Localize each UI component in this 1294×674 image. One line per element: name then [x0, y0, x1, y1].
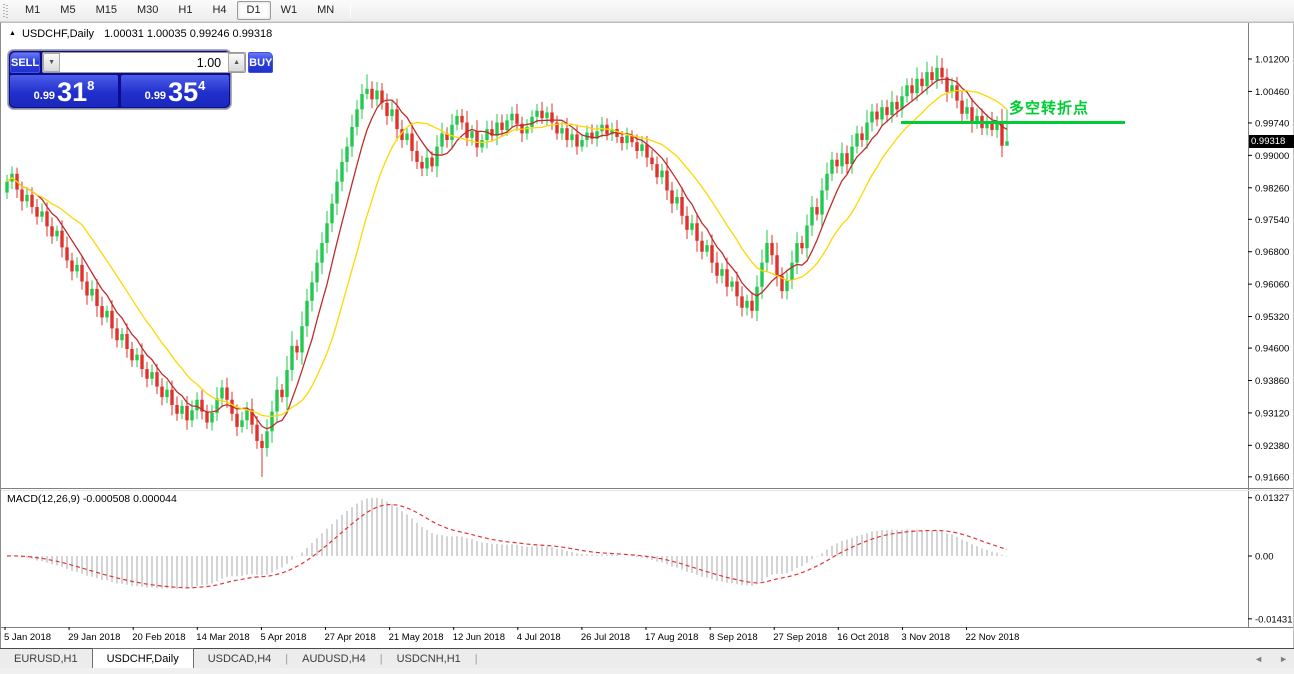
svg-text:5 Jan 2018: 5 Jan 2018 — [4, 632, 51, 643]
sell-price-big-digits: 31 — [57, 77, 88, 107]
volume-input[interactable] — [60, 53, 229, 72]
chart-tab-EURUSD-H1[interactable]: EURUSD,H1 — [14, 652, 78, 665]
macd-indicator-label: MACD(12,26,9) -0.000508 0.000044 — [7, 493, 177, 505]
svg-text:1.00460: 1.00460 — [1255, 87, 1289, 98]
trendline-annotation-text[interactable]: 多空转折点 — [1009, 100, 1090, 117]
chart-tab-USDCAD-H4[interactable]: USDCAD,H4 — [207, 652, 272, 665]
svg-text:0.99740: 0.99740 — [1255, 118, 1289, 129]
volume-decrease-button[interactable]: ▼ — [43, 53, 61, 72]
svg-text:0.96060: 0.96060 — [1255, 280, 1289, 291]
svg-text:0.99000: 0.99000 — [1255, 151, 1289, 162]
svg-text:20 Feb 2018: 20 Feb 2018 — [132, 632, 185, 643]
svg-text:0.95320: 0.95320 — [1255, 312, 1289, 323]
chart-tab-USDCHF-Daily[interactable]: USDCHF,Daily — [91, 648, 194, 668]
chart-tab-AUDUSD-H4[interactable]: AUDUSD,H4 — [302, 652, 366, 665]
svg-text:0.01327: 0.01327 — [1255, 493, 1289, 504]
chart-ohlc-values: 1.00031 1.00035 0.99246 0.99318 — [104, 28, 273, 40]
timeframe-button-MN[interactable]: MN — [317, 4, 335, 16]
svg-text:0.92380: 0.92380 — [1255, 441, 1289, 452]
svg-text:21 May 2018: 21 May 2018 — [389, 632, 444, 643]
toolbar-grip-icon[interactable] — [3, 3, 8, 18]
tab-scroll-controls: ◄ ► — [1254, 653, 1288, 665]
svg-text:0.97540: 0.97540 — [1255, 215, 1289, 226]
price-axis[interactable]: 1.01200 1.00460 0.99740 0.99000 0.98260 0.975… — [1248, 55, 1289, 484]
svg-text:14 Mar 2018: 14 Mar 2018 — [196, 632, 249, 643]
chart-tabs: EURUSD,H1 USDCHF,Daily USDCAD,H4 | AUDUSD,H4… — [0, 648, 478, 668]
svg-text:0.93860: 0.93860 — [1255, 376, 1289, 387]
tab-divider: | — [379, 652, 383, 665]
svg-text:-0.01431: -0.01431 — [1255, 614, 1293, 625]
chart-tabbar: EURUSD,H1 USDCHF,Daily USDCAD,H4 | AUDUSD,H4… — [0, 648, 1294, 668]
candles-layer — [5, 55, 1009, 477]
timeframe-button-H4[interactable]: H4 — [212, 4, 227, 16]
sell-price-pip-digit: 8 — [87, 78, 95, 93]
svg-text:3 Nov 2018: 3 Nov 2018 — [901, 632, 950, 643]
timeframe-button-D1[interactable]: D1 — [236, 1, 271, 20]
volume-increase-button[interactable]: ▲ — [228, 53, 246, 72]
svg-text:12 Jun 2018: 12 Jun 2018 — [453, 632, 505, 643]
timeframe-button-H1[interactable]: H1 — [178, 4, 193, 16]
svg-text:0.98260: 0.98260 — [1255, 183, 1289, 194]
price-chart-canvas[interactable]: 1.01200 1.00460 0.99740 0.99000 0.98260 0.975… — [1, 23, 1293, 649]
svg-text:8 Sep 2018: 8 Sep 2018 — [709, 632, 758, 643]
svg-text:27 Apr 2018: 27 Apr 2018 — [325, 632, 376, 643]
ma-fast-line — [6, 78, 1008, 430]
buy-price-big-digits: 35 — [168, 77, 199, 107]
tab-scroll-left-icon[interactable]: ◄ — [1254, 654, 1264, 664]
svg-text:17 Aug 2018: 17 Aug 2018 — [645, 632, 698, 643]
toolbar-separator — [350, 3, 352, 18]
buy-button[interactable]: BUY — [248, 52, 274, 73]
tab-divider: | — [285, 652, 289, 665]
macd-histogram — [11, 497, 1008, 590]
svg-text:26 Jul 2018: 26 Jul 2018 — [581, 632, 630, 643]
timeframe-button-M30[interactable]: M30 — [136, 4, 159, 16]
ma-slow-line — [6, 89, 1008, 417]
svg-text:27 Sep 2018: 27 Sep 2018 — [773, 632, 827, 643]
volume-stepper: ▼ ▲ — [42, 52, 247, 73]
buy-price-prefix: 0.99 — [144, 90, 167, 102]
timeframe-button-M15[interactable]: M15 — [95, 4, 117, 16]
chart-title: ▲ USDCHF,Daily 1.00031 1.00035 0.99246 0… — [9, 28, 272, 40]
svg-text:0.96800: 0.96800 — [1255, 247, 1289, 258]
date-axis[interactable]: 5 Jan 2018 29 Jan 2018 20 Feb 2018 14 Mar 2… — [4, 627, 1019, 643]
timeframe-buttons: M1 M5 M15 M30 H1 H4 D1 W1 MN — [15, 1, 344, 20]
one-click-trading-panel: SELL ▼ ▲ BUY 0.99 31 8 0.99 35 4 — [7, 49, 274, 110]
buy-price-pip-digit: 4 — [198, 78, 206, 93]
svg-text:16 Oct 2018: 16 Oct 2018 — [837, 632, 889, 643]
buy-price-button[interactable]: 0.99 35 4 — [121, 75, 229, 107]
chart-tab-USDCNH-H1[interactable]: USDCNH,H1 — [396, 652, 461, 665]
svg-text:1.01200: 1.01200 — [1255, 55, 1289, 66]
svg-text:0.00: 0.00 — [1255, 552, 1274, 563]
macd-axis[interactable]: 0.01327 0.00 -0.01431 — [1248, 493, 1293, 625]
svg-text:5 Apr 2018: 5 Apr 2018 — [260, 632, 306, 643]
sell-price-prefix: 0.99 — [33, 90, 56, 102]
timeframe-toolbar: M1 M5 M15 M30 H1 H4 D1 W1 MN — [0, 0, 1294, 22]
tab-divider: | — [474, 652, 478, 665]
macd-signal-line — [6, 503, 1008, 589]
sell-price-button[interactable]: 0.99 31 8 — [10, 75, 118, 107]
svg-text:22 Nov 2018: 22 Nov 2018 — [966, 632, 1020, 643]
timeframe-button-M1[interactable]: M1 — [25, 4, 41, 16]
timeframe-button-M5[interactable]: M5 — [60, 4, 76, 16]
svg-text:0.93120: 0.93120 — [1255, 408, 1289, 419]
sell-button[interactable]: SELL — [10, 52, 41, 73]
svg-text:29 Jan 2018: 29 Jan 2018 — [68, 632, 120, 643]
svg-text:0.94600: 0.94600 — [1255, 344, 1289, 355]
svg-text:4 Jul 2018: 4 Jul 2018 — [517, 632, 561, 643]
chart-window: 1.01200 1.00460 0.99740 0.99000 0.98260 0.975… — [0, 22, 1294, 648]
collapse-arrow-icon[interactable]: ▲ — [9, 29, 16, 37]
timeframe-button-W1[interactable]: W1 — [280, 4, 298, 16]
svg-text:0.91660: 0.91660 — [1255, 472, 1289, 483]
tab-scroll-right-icon[interactable]: ► — [1279, 654, 1288, 664]
current-price-badge: 0.99318 — [1249, 135, 1294, 148]
chart-symbol-label: USDCHF,Daily — [21, 28, 95, 40]
